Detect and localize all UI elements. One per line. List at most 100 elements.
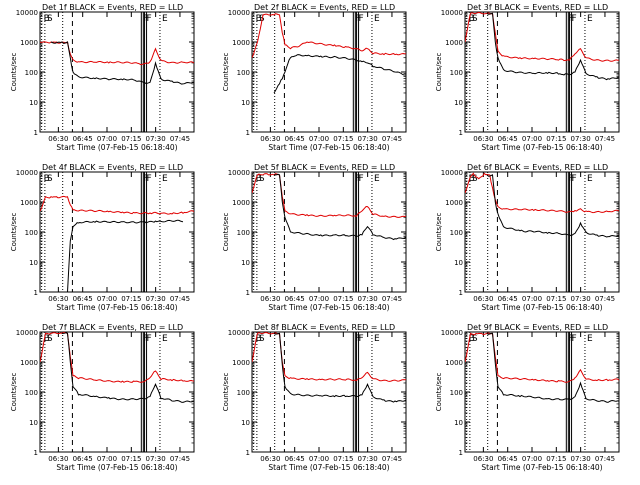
marker-label: E [587, 334, 593, 344]
y-tick-label: 10000 [441, 9, 463, 17]
marker-label: F [568, 14, 573, 24]
y-tick-label: 1 [246, 289, 250, 297]
y-tick-label: 100 [237, 69, 250, 77]
x-tick-label: 07:15 [333, 455, 353, 463]
x-tick-label: 07:15 [333, 295, 353, 303]
panel-title: Det 7f BLACK = Events, RED = LLD [42, 323, 183, 332]
x-tick-label: 07:45 [595, 455, 615, 463]
y-axis-label: Counts/sec [435, 53, 443, 92]
x-tick-label: 07:45 [382, 455, 402, 463]
x-tick-label: 06:30 [473, 295, 493, 303]
panel-title: Det 1f BLACK = Events, RED = LLD [42, 3, 183, 12]
x-axis-label: Start Time (07-Feb-15 06:18:40) [56, 303, 177, 312]
marker-label: F [359, 14, 364, 24]
y-tick-label: 1000 [20, 199, 38, 207]
marker-label: B [469, 14, 475, 24]
series-lld [252, 173, 406, 218]
y-axis-label: Counts/sec [10, 213, 18, 252]
series-lld [465, 172, 619, 214]
y-tick-label: 10 [454, 99, 463, 107]
panel-det-7: Det 7f BLACK = Events, RED = LLD 1 10 100 10… [10, 323, 195, 472]
y-axis-label: Counts/sec [435, 213, 443, 252]
marker-label: E [587, 14, 593, 24]
marker-label: B [256, 14, 262, 24]
panel-title: Det 3f BLACK = Events, RED = LLD [467, 3, 608, 12]
x-tick-label: 06:30 [473, 455, 493, 463]
x-tick-label: 07:45 [170, 295, 190, 303]
marker-label: F [147, 174, 152, 184]
y-tick-label: 10 [454, 259, 463, 267]
y-tick-label: 1 [34, 129, 38, 137]
marker-label: B [469, 334, 475, 344]
x-tick-label: 07:15 [546, 295, 566, 303]
marker-label: B [44, 14, 50, 24]
x-tick-label: 07:30 [358, 295, 378, 303]
marker-label: B [469, 174, 475, 184]
series-events [486, 332, 619, 403]
marker-label: S [47, 174, 53, 184]
y-tick-label: 100 [450, 69, 463, 77]
x-axis-label: Start Time (07-Feb-15 06:18:40) [481, 463, 602, 472]
x-tick-label: 07:15 [121, 135, 141, 143]
panel-det-2: Det 2f BLACK = Events, RED = LLD 1 10 100 10… [222, 3, 407, 152]
y-tick-label: 1000 [20, 39, 38, 47]
y-tick-label: 100 [237, 389, 250, 397]
series-lld [40, 195, 194, 215]
marker-label: E [162, 334, 168, 344]
y-tick-label: 10 [29, 99, 38, 107]
y-tick-label: 1 [459, 129, 463, 137]
panel-title: Det 2f BLACK = Events, RED = LLD [254, 3, 395, 12]
x-tick-label: 07:45 [170, 135, 190, 143]
marker-label: E [587, 174, 593, 184]
y-tick-label: 10 [29, 259, 38, 267]
y-axis-label: Counts/sec [10, 53, 18, 92]
x-tick-label: 06:30 [48, 135, 68, 143]
y-tick-label: 10 [29, 419, 38, 427]
marker-label: F [572, 334, 577, 344]
y-tick-label: 10000 [441, 169, 463, 177]
y-tick-label: 1 [34, 289, 38, 297]
x-tick-label: 06:45 [73, 455, 93, 463]
marker-label: F [355, 334, 360, 344]
x-tick-label: 07:00 [522, 455, 542, 463]
y-tick-label: 100 [25, 229, 38, 237]
y-tick-label: 1000 [445, 199, 463, 207]
x-tick-label: 07:30 [358, 455, 378, 463]
x-tick-label: 07:00 [97, 135, 117, 143]
x-tick-label: 06:45 [285, 295, 305, 303]
y-tick-label: 10000 [16, 329, 38, 337]
x-axis-label: Start Time (07-Feb-15 06:18:40) [268, 143, 389, 152]
marker-label: E [374, 174, 380, 184]
marker-label: F [572, 14, 577, 24]
panel-det-1: Det 1f BLACK = Events, RED = LLD 1 10 100 10… [10, 3, 195, 152]
y-tick-label: 1000 [445, 39, 463, 47]
marker-label: F [355, 174, 360, 184]
x-tick-label: 07:00 [309, 295, 329, 303]
marker-label: F [359, 334, 364, 344]
marker-label: F [147, 14, 152, 24]
marker-label: B [44, 174, 50, 184]
panel-det-6: Det 6f BLACK = Events, RED = LLD 1 10 100 10… [435, 163, 620, 312]
x-tick-label: 07:45 [170, 455, 190, 463]
panel-det-3: Det 3f BLACK = Events, RED = LLD 1 10 100 10… [435, 3, 620, 152]
x-tick-label: 06:45 [73, 295, 93, 303]
y-tick-label: 10000 [228, 329, 250, 337]
y-axis-label: Counts/sec [10, 373, 18, 412]
marker-label: S [47, 334, 53, 344]
x-tick-label: 07:00 [309, 455, 329, 463]
x-tick-label: 07:45 [595, 135, 615, 143]
marker-label: F [143, 334, 148, 344]
x-tick-label: 06:30 [260, 135, 280, 143]
panel-title: Det 8f BLACK = Events, RED = LLD [254, 323, 395, 332]
y-tick-label: 10 [241, 259, 250, 267]
x-tick-label: 07:45 [382, 295, 402, 303]
x-tick-label: 07:30 [571, 135, 591, 143]
x-tick-label: 06:45 [498, 295, 518, 303]
x-tick-label: 07:45 [382, 135, 402, 143]
x-tick-label: 06:30 [48, 455, 68, 463]
marker-label: F [147, 334, 152, 344]
y-tick-label: 1 [459, 449, 463, 457]
y-tick-label: 100 [25, 389, 38, 397]
